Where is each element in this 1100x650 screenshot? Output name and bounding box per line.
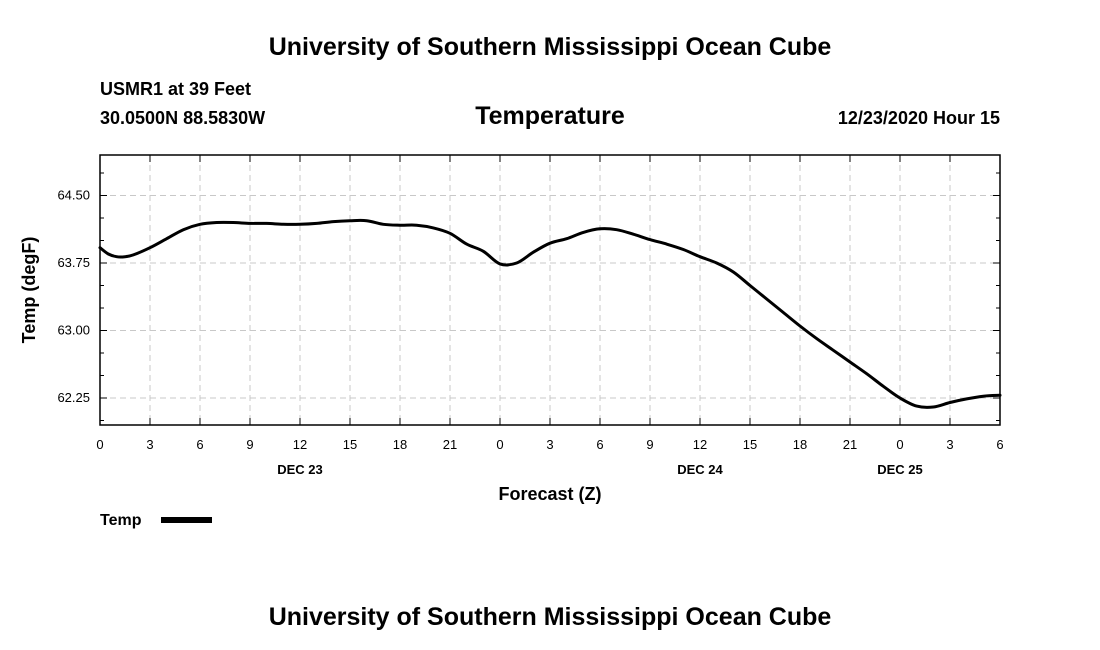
x-axis-ticks: 0 3 6 9 12 15 18 21 0 3 6 9 12 15 18 21 0 3 6 — [96, 155, 1004, 452]
y-tick-label: 62.25 — [57, 390, 90, 405]
date-labels: DEC 23 DEC 24 DEC 25 — [277, 462, 923, 477]
x-tick-label: 3 — [946, 437, 953, 452]
x-tick-label: 6 — [596, 437, 603, 452]
x-tick-label: 6 — [196, 437, 203, 452]
x-tick-label: 21 — [843, 437, 857, 452]
chart-title: Temperature — [475, 102, 625, 130]
x-tick-label: 0 — [96, 437, 103, 452]
y-axis-ticks: 62.25 63.00 63.75 64.50 — [57, 172, 1000, 421]
series-layer — [98, 218, 1002, 409]
x-tick-label: 18 — [393, 437, 407, 452]
x-tick-label: 9 — [246, 437, 253, 452]
x-tick-label: 12 — [293, 437, 307, 452]
x-tick-label: 12 — [693, 437, 707, 452]
x-tick-label: 18 — [793, 437, 807, 452]
x-axis-label: Forecast (Z) — [498, 484, 601, 504]
x-tick-label: 6 — [996, 437, 1003, 452]
date-label: DEC 24 — [677, 462, 723, 477]
date-label: DEC 23 — [277, 462, 323, 477]
date-label: DEC 25 — [877, 462, 923, 477]
coordinates-label: 30.0500N 88.5830W — [100, 108, 265, 128]
y-tick-label: 64.50 — [57, 188, 90, 203]
x-tick-label: 0 — [496, 437, 503, 452]
y-axis-label: Temp (degF) — [19, 237, 39, 344]
x-tick-label: 15 — [743, 437, 757, 452]
x-tick-label: 21 — [443, 437, 457, 452]
timestamp-label: 12/23/2020 Hour 15 — [838, 108, 1000, 128]
x-tick-label: 3 — [546, 437, 553, 452]
legend-label-temp: Temp — [100, 512, 142, 529]
x-tick-label: 9 — [646, 437, 653, 452]
x-tick-label: 3 — [146, 437, 153, 452]
series-line-temp — [98, 218, 1002, 409]
page-title-bottom: University of Southern Mississippi Ocean… — [269, 603, 832, 631]
page-title-top: University of Southern Mississippi Ocean… — [269, 33, 832, 61]
x-tick-label: 0 — [896, 437, 903, 452]
station-label: USMR1 at 39 Feet — [100, 79, 251, 99]
y-tick-label: 63.75 — [57, 255, 90, 270]
x-tick-label: 15 — [343, 437, 357, 452]
grid-lines — [100, 155, 1000, 425]
y-tick-label: 63.00 — [57, 323, 90, 338]
legend: Temp — [100, 512, 212, 529]
